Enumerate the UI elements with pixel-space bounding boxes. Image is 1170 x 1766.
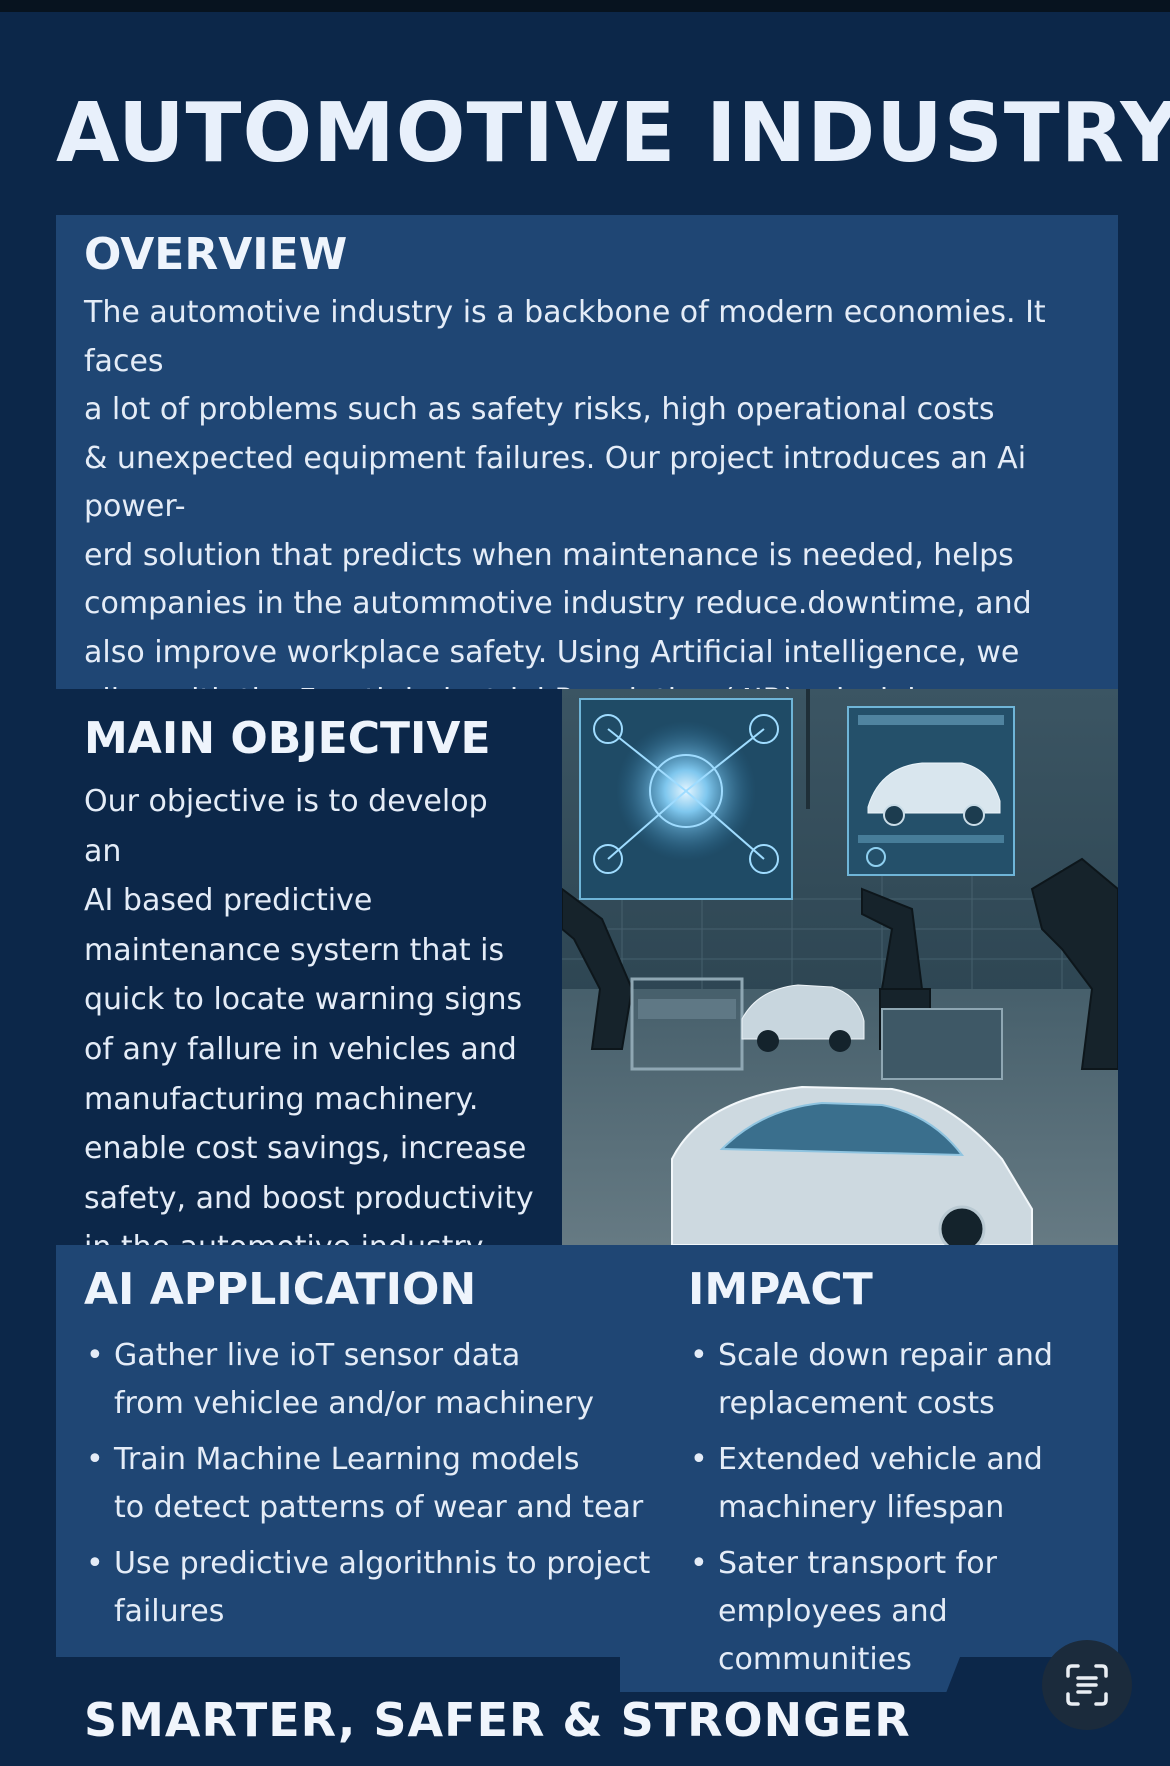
list-item: • Train Machine Learning models to detect… — [84, 1436, 684, 1532]
ai-application-section: AI APPLICATION • Gather live ioT sensor d… — [84, 1262, 684, 1644]
factory-illustration-image — [562, 689, 1118, 1245]
status-bar — [0, 0, 1170, 12]
bullet-icon: • — [690, 1442, 708, 1477]
bullet-icon: • — [86, 1442, 104, 1477]
factory-illustration — [562, 689, 1118, 1245]
overview-heading: OVERVIEW — [84, 229, 348, 280]
main-objective-section: MAIN OBJECTIVE Our objective is to devel… — [56, 689, 562, 1265]
main-objective-heading: MAIN OBJECTIVE — [84, 713, 491, 764]
list-item: • Scale down repair and replacement costs — [688, 1332, 1108, 1428]
page-title: AUTOMOTIVE INDUSTRY — [56, 86, 1170, 181]
list-item-text: Train Machine Learning models to detect … — [114, 1442, 644, 1525]
impact-list: • Scale down repair and replacement costs… — [688, 1332, 1108, 1684]
list-item-text: Sater transport for employees and commun… — [718, 1546, 997, 1677]
impact-panel-extension — [620, 1657, 960, 1692]
list-item-text: Extended vehicle and machinery lifespan — [718, 1442, 1043, 1525]
list-item: • Use predictive algorithnis to project f… — [84, 1540, 684, 1636]
footer-tagline: SMARTER, SAFER & STRONGER — [84, 1693, 911, 1747]
lens-scan-button[interactable] — [1042, 1640, 1132, 1730]
list-item: • Gather live ioT sensor data from vehicl… — [84, 1332, 684, 1428]
main-objective-text: Our objective is to develop an AI based … — [84, 784, 534, 1265]
bullet-icon: • — [86, 1546, 104, 1581]
list-item: • Sater transport for employees and commu… — [688, 1540, 1108, 1684]
ai-application-heading: AI APPLICATION — [84, 1264, 477, 1315]
scan-text-icon — [1066, 1664, 1108, 1706]
applications-impact-panel — [56, 1245, 1118, 1657]
list-item-text: Use predictive algorithnis to project fa… — [114, 1546, 651, 1629]
impact-section: IMPACT • Scale down repair and replacemen… — [688, 1262, 1108, 1692]
bullet-icon: • — [690, 1338, 708, 1373]
ai-application-list: • Gather live ioT sensor data from vehicl… — [84, 1332, 684, 1636]
list-item-text: Gather live ioT sensor data from vehicle… — [114, 1338, 594, 1421]
impact-heading: IMPACT — [688, 1264, 873, 1315]
overview-section: OVERVIEW The automotive industry is a ba… — [56, 215, 1118, 815]
bullet-icon: • — [86, 1338, 104, 1373]
list-item: • Extended vehicle and machinery lifespan — [688, 1436, 1108, 1532]
bullet-icon: • — [690, 1546, 708, 1581]
list-item-text: Scale down repair and replacement costs — [718, 1338, 1053, 1421]
